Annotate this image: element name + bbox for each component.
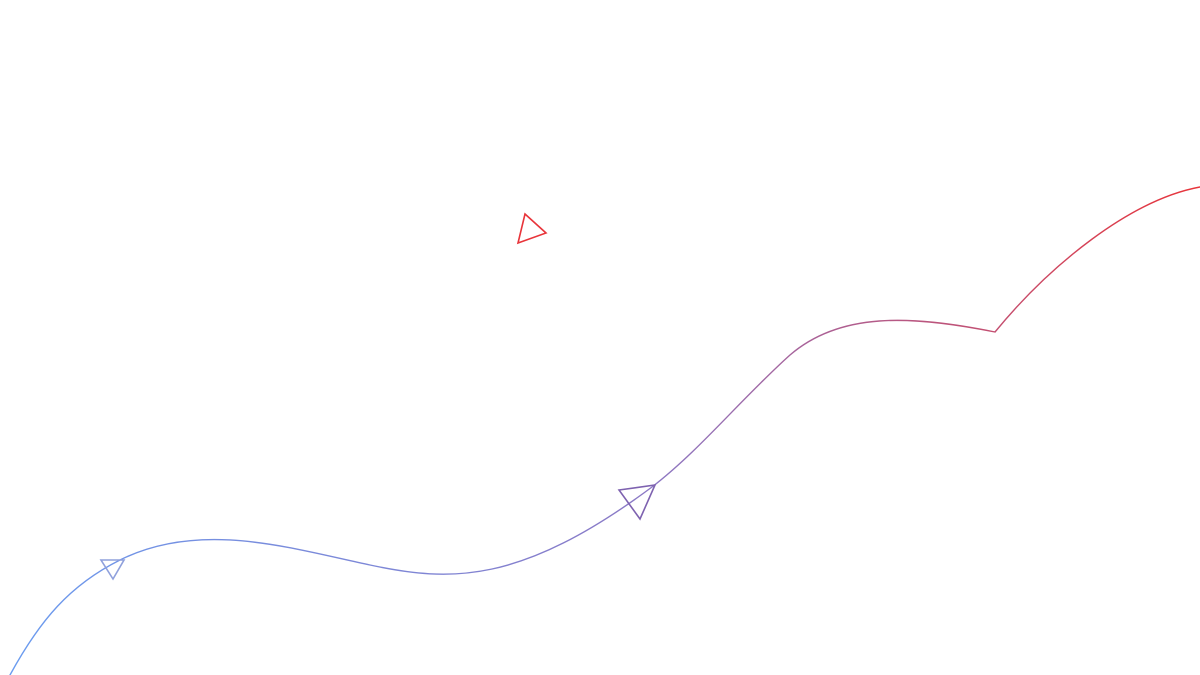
triangle-arrow-icon [516, 212, 548, 245]
triangle-arrow-icon [617, 484, 657, 521]
triangle-arrow-icon [99, 559, 126, 581]
curved-path [9, 186, 1200, 675]
